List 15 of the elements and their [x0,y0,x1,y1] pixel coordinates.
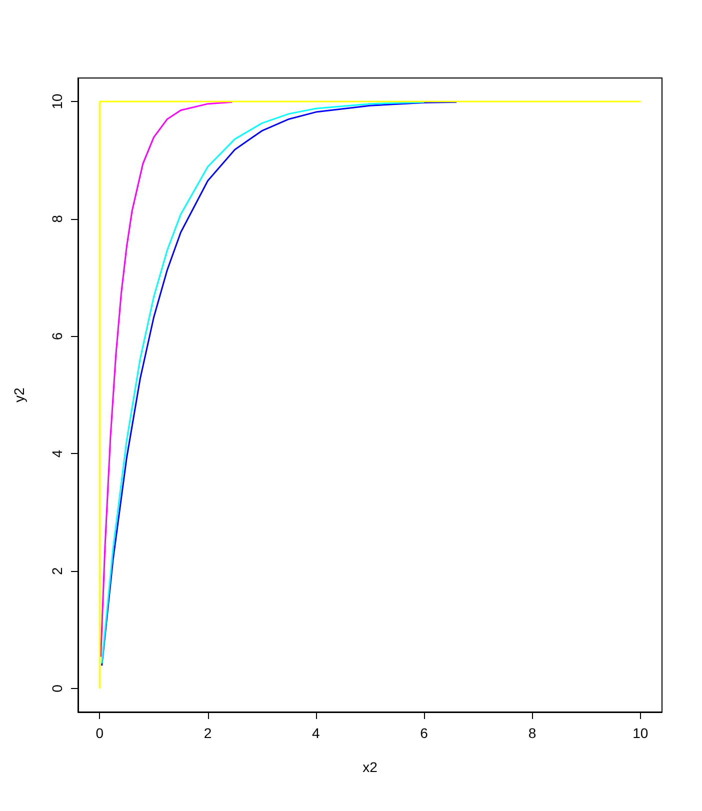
line-series [100,101,233,658]
y-tick-label: 2 [49,567,65,576]
y-tick-label: 4 [49,450,65,458]
x-tick-label: 8 [528,725,536,741]
y-tick-label: 6 [49,332,65,340]
y-tick-label: 0 [49,684,65,692]
y-axis-title: y2 [11,387,27,402]
x-tick-label: 2 [204,725,212,741]
x-tick-label: 4 [312,725,320,741]
y-tick-label: 10 [49,93,65,110]
x-axis-title: x2 [362,759,378,775]
x-tick-label: 0 [96,725,104,741]
y-tick-label: 8 [49,214,65,223]
x-tick-label: 10 [632,725,648,741]
x-tick-label: 6 [420,725,428,741]
